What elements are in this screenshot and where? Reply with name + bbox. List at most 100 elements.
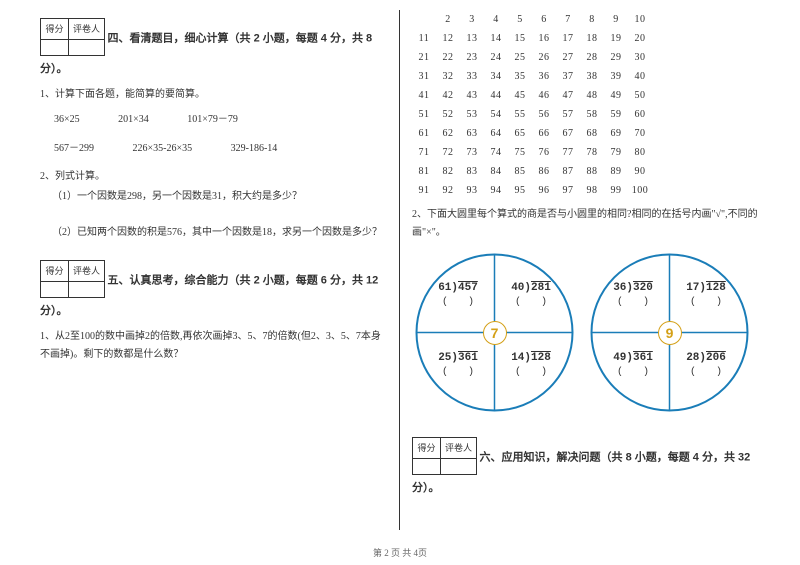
grid-num: 35 (508, 67, 532, 86)
grid-num: 25 (508, 48, 532, 67)
grid-num: 13 (460, 29, 484, 48)
grid-num: 56 (532, 105, 556, 124)
c2-tl-paren: ( ) (597, 297, 669, 309)
c2-bl-divisor: 49 (613, 352, 626, 364)
grid-num: 51 (412, 105, 436, 124)
score-h2: 评卷人 (441, 438, 477, 459)
c2-tr-paren: ( ) (670, 297, 742, 309)
grader-cell (69, 40, 105, 56)
grid-num: 49 (604, 86, 628, 105)
grid-num: 91 (412, 181, 436, 200)
grid-num: 6 (532, 10, 556, 29)
grid-num: 8 (580, 10, 604, 29)
c2-bl-paren: ( ) (597, 367, 669, 379)
score-h2: 评卷人 (69, 19, 105, 40)
grid-num: 96 (532, 181, 556, 200)
grader-cell (69, 282, 105, 298)
grid-num: 94 (484, 181, 508, 200)
score-h1: 得分 (413, 438, 441, 459)
section-6-header: 得分评卷人 六、应用知识，解决问题（共 8 小题，每题 4 分，共 32 分）。 (412, 437, 760, 499)
calc-row-1: 36×25 201×34 101×79－79 (54, 110, 387, 125)
grid-num: 2 (436, 10, 460, 29)
grid-num: 17 (556, 29, 580, 48)
grid-num: 46 (532, 86, 556, 105)
grid-num: 24 (484, 48, 508, 67)
grid-num: 38 (580, 67, 604, 86)
score-box-6: 得分评卷人 (412, 437, 477, 475)
grid-num: 63 (460, 124, 484, 143)
grid-num: 30 (628, 48, 652, 67)
grid-num: 76 (532, 143, 556, 162)
grid-num: 47 (556, 86, 580, 105)
q5-2-text: 2、下面大圆里每个算式的商是否与小圆里的相同?相同的在括号内画"√",不同的画"… (412, 206, 760, 242)
q4-2-text: 2、列式计算。 (40, 168, 387, 186)
number-grid: 2345678910111213141516171819202122232425… (412, 10, 760, 200)
grid-num: 33 (460, 67, 484, 86)
q4-2b-text: （2）已知两个因数的积是576，其中一个因数是18，求另一个因数是多少？ (52, 224, 387, 242)
score-h1: 得分 (41, 19, 69, 40)
grid-num: 97 (556, 181, 580, 200)
grid-num: 99 (604, 181, 628, 200)
grid-num: 11 (412, 29, 436, 48)
grid-num: 65 (508, 124, 532, 143)
grid-num: 53 (460, 105, 484, 124)
c1-tl-paren: ( ) (422, 297, 494, 309)
right-column: 2345678910111213141516171819202122232425… (400, 10, 760, 530)
calc-row-2: 567－299 226×35-26×35 329-186-14 (54, 139, 387, 154)
calc-1b: 201×34 (118, 114, 149, 125)
grid-num: 3 (460, 10, 484, 29)
c1-bl-divisor: 25 (438, 352, 451, 364)
grid-num: 61 (412, 124, 436, 143)
grid-num: 10 (628, 10, 652, 29)
score-cell (413, 459, 441, 475)
c1-br-paren: ( ) (495, 367, 567, 379)
grid-num: 31 (412, 67, 436, 86)
grid-num: 83 (460, 162, 484, 181)
score-cell (41, 40, 69, 56)
grid-num: 40 (628, 67, 652, 86)
grid-num: 41 (412, 86, 436, 105)
grid-num: 77 (556, 143, 580, 162)
c2-tr: 17)128 ( ) (670, 282, 742, 309)
score-h2: 评卷人 (69, 260, 105, 281)
grid-num: 27 (556, 48, 580, 67)
score-cell (41, 282, 69, 298)
grid-num: 80 (628, 143, 652, 162)
q4-1-text: 1、计算下面各题，能简算的要简算。 (40, 86, 387, 104)
grid-num: 100 (628, 181, 652, 200)
section-4-header: 得分评卷人 四、看清题目，细心计算（共 2 小题，每题 4 分，共 8 分）。 (40, 18, 387, 80)
grid-num: 23 (460, 48, 484, 67)
grid-num: 32 (436, 67, 460, 86)
c1-br-divisor: 14 (511, 352, 524, 364)
grid-num: 85 (508, 162, 532, 181)
grid-num: 15 (508, 29, 532, 48)
grid-num: 64 (484, 124, 508, 143)
grid-num: 75 (508, 143, 532, 162)
c2-tl-dividend: 320 (633, 282, 653, 294)
grid-num: 66 (532, 124, 556, 143)
grid-num: 16 (532, 29, 556, 48)
c2-br: 28)206 ( ) (670, 352, 742, 379)
grid-num: 82 (436, 162, 460, 181)
c2-br-dividend: 206 (706, 352, 726, 364)
grid-num: 26 (532, 48, 556, 67)
grid-num: 54 (484, 105, 508, 124)
grid-num: 88 (580, 162, 604, 181)
grid-num: 21 (412, 48, 436, 67)
c2-bl-dividend: 361 (633, 352, 653, 364)
grid-num: 48 (580, 86, 604, 105)
c1-tr-dividend: 281 (531, 282, 551, 294)
section-5-header: 得分评卷人 五、认真思考，综合能力（共 2 小题，每题 6 分，共 12 分）。 (40, 260, 387, 322)
grid-num: 93 (460, 181, 484, 200)
c1-tl-dividend: 457 (458, 282, 478, 294)
grid-num: 52 (436, 105, 460, 124)
grid-num: 20 (628, 29, 652, 48)
grid-num: 74 (484, 143, 508, 162)
grid-num: 29 (604, 48, 628, 67)
grid-num: 12 (436, 29, 460, 48)
grid-num: 79 (604, 143, 628, 162)
c1-bl-dividend: 361 (458, 352, 478, 364)
grid-num: 9 (604, 10, 628, 29)
calc-1c: 101×79－79 (187, 110, 238, 125)
left-column: 得分评卷人 四、看清题目，细心计算（共 2 小题，每题 4 分，共 8 分）。 … (40, 10, 400, 530)
